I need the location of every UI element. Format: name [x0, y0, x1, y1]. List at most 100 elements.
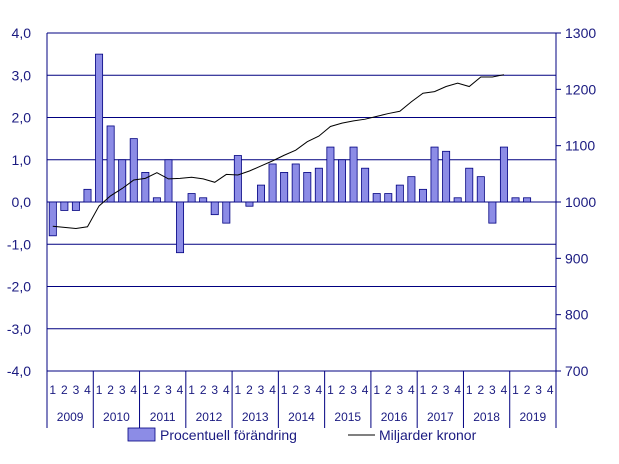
quarter-label: 4	[130, 383, 137, 397]
left-tick-label: 2,0	[12, 110, 32, 126]
bar	[442, 150, 451, 203]
year-label: 2014	[288, 410, 315, 424]
quarter-label: 3	[489, 383, 496, 397]
bar	[511, 197, 520, 203]
quarter-label: 4	[177, 383, 184, 397]
bar	[268, 163, 277, 203]
quarter-label: 4	[362, 383, 369, 397]
quarter-label: 4	[501, 383, 508, 397]
legend-label: Procentuell förändring	[160, 427, 297, 443]
bar	[280, 172, 289, 203]
bar	[418, 188, 427, 203]
year-label: 2016	[381, 410, 408, 424]
quarter-label: 2	[246, 383, 253, 397]
quarter-label: 3	[258, 383, 265, 397]
quarter-label: 1	[420, 383, 427, 397]
quarter-label: 1	[512, 383, 519, 397]
bar	[199, 197, 208, 203]
quarter-label: 2	[61, 383, 68, 397]
bar	[407, 176, 416, 203]
bar	[152, 197, 161, 203]
quarter-label: 1	[373, 383, 380, 397]
right-tick-label: 800	[565, 307, 589, 323]
quarter-label: 4	[454, 383, 461, 397]
quarter-label: 4	[316, 383, 323, 397]
year-label: 2018	[473, 410, 500, 424]
left-tick-label: -4,0	[7, 363, 31, 379]
bar-series	[48, 53, 532, 254]
quarter-label: 1	[49, 383, 56, 397]
bar	[176, 201, 185, 254]
bar	[314, 167, 323, 203]
left-axis-tick-labels: 4,0 3,0 2,0 1,0 0,0 -1,0 -2,0 -3,0 -4,0	[7, 25, 31, 379]
bar	[337, 159, 346, 203]
quarter-label: 1	[281, 383, 288, 397]
quarter-label: 3	[396, 383, 403, 397]
quarter-label: 3	[535, 383, 542, 397]
quarter-label: 4	[408, 383, 415, 397]
quarter-label: 4	[223, 383, 230, 397]
right-tick-label: 700	[565, 363, 589, 379]
line-series	[52, 74, 505, 229]
quarter-label: 3	[443, 383, 450, 397]
bar	[453, 197, 462, 203]
bar	[488, 201, 497, 224]
bar	[372, 193, 381, 203]
bar	[164, 159, 173, 203]
bar	[395, 184, 404, 203]
bar	[48, 201, 57, 237]
bar	[129, 138, 138, 203]
quarter-label: 1	[96, 383, 103, 397]
bar	[118, 159, 127, 203]
quarter-label: 3	[73, 383, 80, 397]
quarter-label: 2	[339, 383, 346, 397]
quarter-label: 2	[385, 383, 392, 397]
bar	[245, 201, 254, 207]
bar	[71, 201, 80, 211]
bar	[349, 146, 358, 203]
bar	[60, 201, 69, 211]
bar	[303, 172, 312, 203]
bar	[430, 146, 439, 203]
bar	[210, 201, 219, 216]
year-label: 2017	[427, 410, 454, 424]
quarter-label: 2	[200, 383, 207, 397]
year-label: 2009	[57, 410, 84, 424]
quarter-label: 1	[188, 383, 195, 397]
quarter-label: 1	[235, 383, 242, 397]
bar	[222, 201, 231, 224]
year-label: 2019	[520, 410, 547, 424]
quarter-label: 1	[142, 383, 149, 397]
quarter-label: 2	[477, 383, 484, 397]
right-axis-tick-labels: 1300 1200 1100 1000 900 800 700	[565, 25, 596, 379]
quarter-label: 2	[431, 383, 438, 397]
bar	[83, 188, 92, 203]
quarter-label: 2	[292, 383, 299, 397]
bar	[476, 176, 485, 203]
quarter-label: 3	[304, 383, 311, 397]
quarter-label: 2	[154, 383, 161, 397]
right-tick-label: 1000	[565, 194, 596, 210]
left-tick-label: 1,0	[12, 152, 32, 168]
bar	[465, 167, 474, 203]
line-path	[52, 74, 505, 229]
left-tick-label: -1,0	[7, 236, 31, 252]
legend: Procentuell förändring Miljarder kronor	[127, 427, 477, 443]
legend-swatch-bar	[127, 427, 156, 442]
bar	[326, 146, 335, 203]
quarter-label: 1	[327, 383, 334, 397]
right-tick-label: 900	[565, 250, 589, 266]
quarter-label: 4	[547, 383, 554, 397]
bar	[233, 155, 242, 203]
left-tick-label: 4,0	[12, 25, 32, 41]
quarter-label: 2	[107, 383, 114, 397]
axes	[46, 32, 561, 372]
year-label: 2011	[150, 410, 176, 424]
right-tick-label: 1100	[565, 138, 595, 154]
left-tick-label: -2,0	[7, 279, 31, 295]
quarter-label: 2	[524, 383, 531, 397]
quarter-label: 1	[466, 383, 473, 397]
quarter-label: 4	[269, 383, 276, 397]
